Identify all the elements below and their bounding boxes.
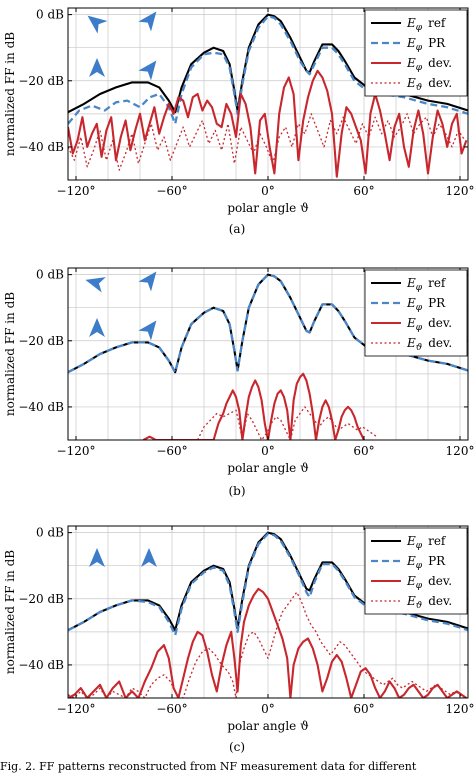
x-tick-label: −120° xyxy=(57,702,96,716)
y-tick-label: −40 dB xyxy=(18,140,64,154)
legend: Eφ ref Eφ PR Eφ dev. Eϑ dev. xyxy=(364,527,468,615)
series-line-2 xyxy=(68,532,468,637)
legend-entry: Eφ ref xyxy=(406,276,447,293)
y-tick-label: −20 dB xyxy=(18,592,64,606)
x-tick-label: −60° xyxy=(156,184,187,198)
polarization-arrow-icon xyxy=(89,318,105,337)
x-axis-label: polar angle ϑ xyxy=(227,461,309,475)
x-tick-label: −60° xyxy=(156,444,187,458)
legend-entry: Eφ dev. xyxy=(406,56,452,73)
series-line-2 xyxy=(68,273,468,374)
legend-box xyxy=(364,9,468,97)
panel-caption-c: (c) xyxy=(228,740,246,754)
y-tick-label: 0 dB xyxy=(36,268,64,282)
polarization-arrow-icon xyxy=(89,548,105,567)
chart-panel-3: −120° −60° 0° 60° 120° 0 dB −20 dB −40 dB polar … xyxy=(3,525,474,733)
legend-box xyxy=(364,269,468,357)
series-line-4 xyxy=(197,406,378,440)
polarization-arrow-icon xyxy=(138,271,157,292)
legend-entry: Eϑ dev. xyxy=(406,594,452,611)
polarization-arrow-icon xyxy=(138,11,157,32)
x-tick-label: 60° xyxy=(353,184,374,198)
x-tick-label: 120° xyxy=(446,444,474,458)
y-tick-label: −20 dB xyxy=(18,74,64,88)
x-tick-label: 60° xyxy=(353,702,374,716)
y-tick-label: −40 dB xyxy=(18,658,64,672)
legend-entry: Eφ dev. xyxy=(406,574,452,591)
series-line-3 xyxy=(68,69,468,178)
chart-panel-2: −120° −60° 0° 60° 120° 0 dB −20 dB −40 dB polar … xyxy=(3,267,474,475)
y-axis-label: normalized FF in dB xyxy=(3,292,17,416)
polarization-arrow-icon xyxy=(138,320,157,341)
polarization-arrow-icon xyxy=(138,60,157,81)
legend-entry: Eϑ dev. xyxy=(406,336,452,353)
legend-box xyxy=(364,527,468,615)
y-tick-label: −40 dB xyxy=(18,400,64,414)
panel-caption-a: (a) xyxy=(228,222,246,236)
x-axis-label: polar angle ϑ xyxy=(227,719,309,733)
legend-entry: Eφ PR xyxy=(406,296,446,313)
x-tick-label: 60° xyxy=(353,444,374,458)
series-lines xyxy=(68,13,468,178)
x-tick-label: 120° xyxy=(446,184,474,198)
series-line-4 xyxy=(68,113,466,171)
legend-entry: Eφ ref xyxy=(406,16,447,33)
legend-entry: Eφ ref xyxy=(406,534,447,551)
legend: Eφ ref Eφ PR Eφ dev. Eϑ dev. xyxy=(364,269,468,357)
series-lines xyxy=(68,273,468,440)
figure-caption: Fig. 2. FF patterns reconstructed from N… xyxy=(0,760,417,773)
series-line-2 xyxy=(68,15,468,125)
polarization-arrow-icon xyxy=(141,548,157,567)
y-tick-label: 0 dB xyxy=(36,526,64,540)
y-tick-label: 0 dB xyxy=(36,8,64,22)
panel-caption-b: (b) xyxy=(228,484,246,498)
x-tick-label: 0° xyxy=(261,702,275,716)
legend: Eφ ref Eφ PR Eφ dev. Eϑ dev. xyxy=(364,9,468,97)
series-line-3 xyxy=(142,372,365,440)
y-tick-label: −20 dB xyxy=(18,334,64,348)
x-axis-label: polar angle ϑ xyxy=(227,201,309,215)
x-tick-label: −120° xyxy=(57,444,96,458)
series-lines xyxy=(68,531,468,698)
series-line-4 xyxy=(68,591,466,698)
x-tick-label: 120° xyxy=(446,702,474,716)
series-line-1 xyxy=(68,13,468,114)
polarization-arrow-icon xyxy=(87,15,108,34)
chart-panel-1: −120° −60° 0° 60° 120° 0 dB −20 dB −40 dB polar … xyxy=(3,7,474,215)
legend-entry: Eϑ dev. xyxy=(406,76,452,93)
legend-entry: Eφ PR xyxy=(406,554,446,571)
polarization-arrow-icon xyxy=(85,277,106,293)
y-axis-label: normalized FF in dB xyxy=(3,32,17,156)
polarization-arrow-icon xyxy=(89,58,105,77)
y-axis-label: normalized FF in dB xyxy=(3,550,17,674)
x-tick-label: 0° xyxy=(261,184,275,198)
x-tick-label: −60° xyxy=(156,702,187,716)
legend-entry: Eφ dev. xyxy=(406,316,452,333)
x-tick-label: −120° xyxy=(57,184,96,198)
legend-entry: Eφ PR xyxy=(406,36,446,53)
x-tick-label: 0° xyxy=(261,444,275,458)
